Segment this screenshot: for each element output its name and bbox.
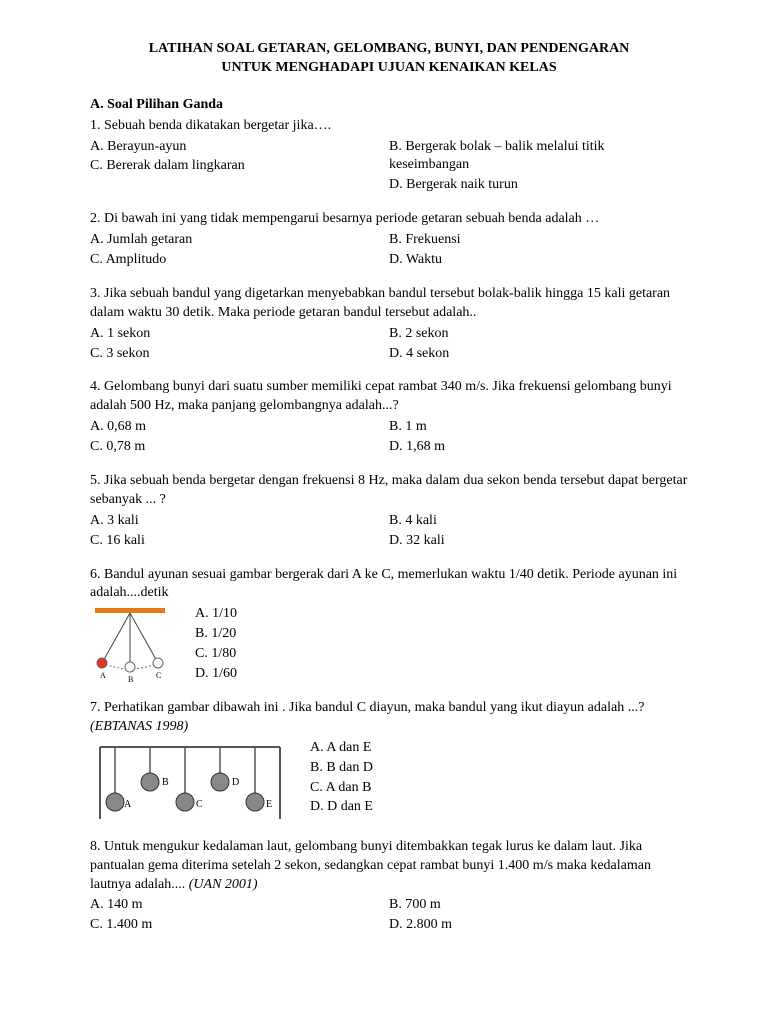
q5-opt-d: D. 32 kali	[389, 532, 688, 551]
page-title: LATIHAN SOAL GETARAN, GELOMBANG, BUNYI, …	[90, 40, 688, 78]
q7-source: (EBTANAS 1998)	[90, 719, 188, 734]
q4-opt-a: A. 0,68 m	[90, 418, 389, 437]
svg-text:C: C	[156, 671, 161, 680]
q8-stem: 8. Untuk mengukur kedalaman laut, gelomb…	[90, 838, 688, 895]
q4-opt-b: B. 1 m	[389, 418, 688, 437]
svg-text:A: A	[124, 799, 132, 810]
q3-stem: 3. Jika sebuah bandul yang digetarkan me…	[90, 285, 688, 323]
svg-text:B: B	[162, 777, 169, 788]
svg-text:A: A	[100, 671, 106, 680]
q3-opt-c: C. 3 sekon	[90, 345, 389, 364]
q1-opt-c: C. Bererak dalam lingkaran	[90, 157, 389, 176]
q7-figure: A B C D E	[90, 739, 290, 824]
question-7: 7. Perhatikan gambar dibawah ini . Jika …	[90, 699, 688, 824]
q7-opt-b: B. B dan D	[310, 759, 373, 778]
question-2: 2. Di bawah ini yang tidak mempengarui b…	[90, 210, 688, 271]
q2-opt-c: C. Amplitudo	[90, 251, 389, 270]
svg-text:C: C	[196, 799, 203, 810]
q2-opt-b: B. Frekuensi	[389, 231, 688, 250]
q5-opt-a: A. 3 kali	[90, 512, 389, 531]
q7-stem-text: 7. Perhatikan gambar dibawah ini . Jika …	[90, 700, 644, 715]
q1-stem: 1. Sebuah benda dikatakan bergetar jika……	[90, 117, 688, 136]
q2-opt-a: A. Jumlah getaran	[90, 231, 389, 250]
svg-text:B: B	[128, 675, 133, 683]
q6-opt-d: D. 1/60	[195, 665, 237, 684]
q3-opt-d: D. 4 sekon	[389, 345, 688, 364]
q4-stem: 4. Gelombang bunyi dari suatu sumber mem…	[90, 378, 688, 416]
svg-text:D: D	[232, 777, 239, 788]
q8-stem-text: 8. Untuk mengukur kedalaman laut, gelomb…	[90, 839, 651, 892]
q1-opt-b: B. Bergerak bolak – balik melalui titik …	[389, 138, 688, 176]
q4-opt-d: D. 1,68 m	[389, 438, 688, 457]
q1-opt-a: A. Berayun-ayun	[90, 138, 389, 157]
q3-opt-b: B. 2 sekon	[389, 325, 688, 344]
question-1: 1. Sebuah benda dikatakan bergetar jika……	[90, 117, 688, 197]
q6-stem: 6. Bandul ayunan sesuai gambar bergerak …	[90, 566, 688, 604]
q4-opt-c: C. 0,78 m	[90, 438, 389, 457]
q3-opt-a: A. 1 sekon	[90, 325, 389, 344]
q7-opt-a: A. A dan E	[310, 739, 373, 758]
q7-stem: 7. Perhatikan gambar dibawah ini . Jika …	[90, 699, 688, 737]
q8-source: (UAN 2001)	[189, 877, 258, 892]
question-5: 5. Jika sebuah benda bergetar dengan fre…	[90, 472, 688, 552]
section-heading: A. Soal Pilihan Ganda	[90, 96, 688, 115]
q2-opt-d: D. Waktu	[389, 251, 688, 270]
q8-opt-b: B. 700 m	[389, 896, 688, 915]
svg-text:E: E	[266, 799, 272, 810]
question-8: 8. Untuk mengukur kedalaman laut, gelomb…	[90, 838, 688, 936]
q8-opt-a: A. 140 m	[90, 896, 389, 915]
q6-opt-c: C. 1/80	[195, 645, 237, 664]
q5-opt-c: C. 16 kali	[90, 532, 389, 551]
q8-opt-d: D. 2.800 m	[389, 916, 688, 935]
q2-stem: 2. Di bawah ini yang tidak mempengarui b…	[90, 210, 688, 229]
question-3: 3. Jika sebuah bandul yang digetarkan me…	[90, 285, 688, 365]
q5-opt-b: B. 4 kali	[389, 512, 688, 531]
title-line-2: UNTUK MENGHADAPI UJUAN KENAIKAN KELAS	[90, 59, 688, 78]
q6-opt-a: A. 1/10	[195, 605, 237, 624]
q7-opt-c: C. A dan B	[310, 779, 373, 798]
q8-opt-c: C. 1.400 m	[90, 916, 389, 935]
title-line-1: LATIHAN SOAL GETARAN, GELOMBANG, BUNYI, …	[90, 40, 688, 59]
q7-opt-d: D. D dan E	[310, 798, 373, 817]
q6-opt-b: B. 1/20	[195, 625, 237, 644]
q5-stem: 5. Jika sebuah benda bergetar dengan fre…	[90, 472, 688, 510]
question-6: 6. Bandul ayunan sesuai gambar bergerak …	[90, 566, 688, 685]
q6-figure: A B C	[90, 605, 175, 685]
q1-opt-d: D. Bergerak naik turun	[389, 176, 688, 195]
question-4: 4. Gelombang bunyi dari suatu sumber mem…	[90, 378, 688, 458]
